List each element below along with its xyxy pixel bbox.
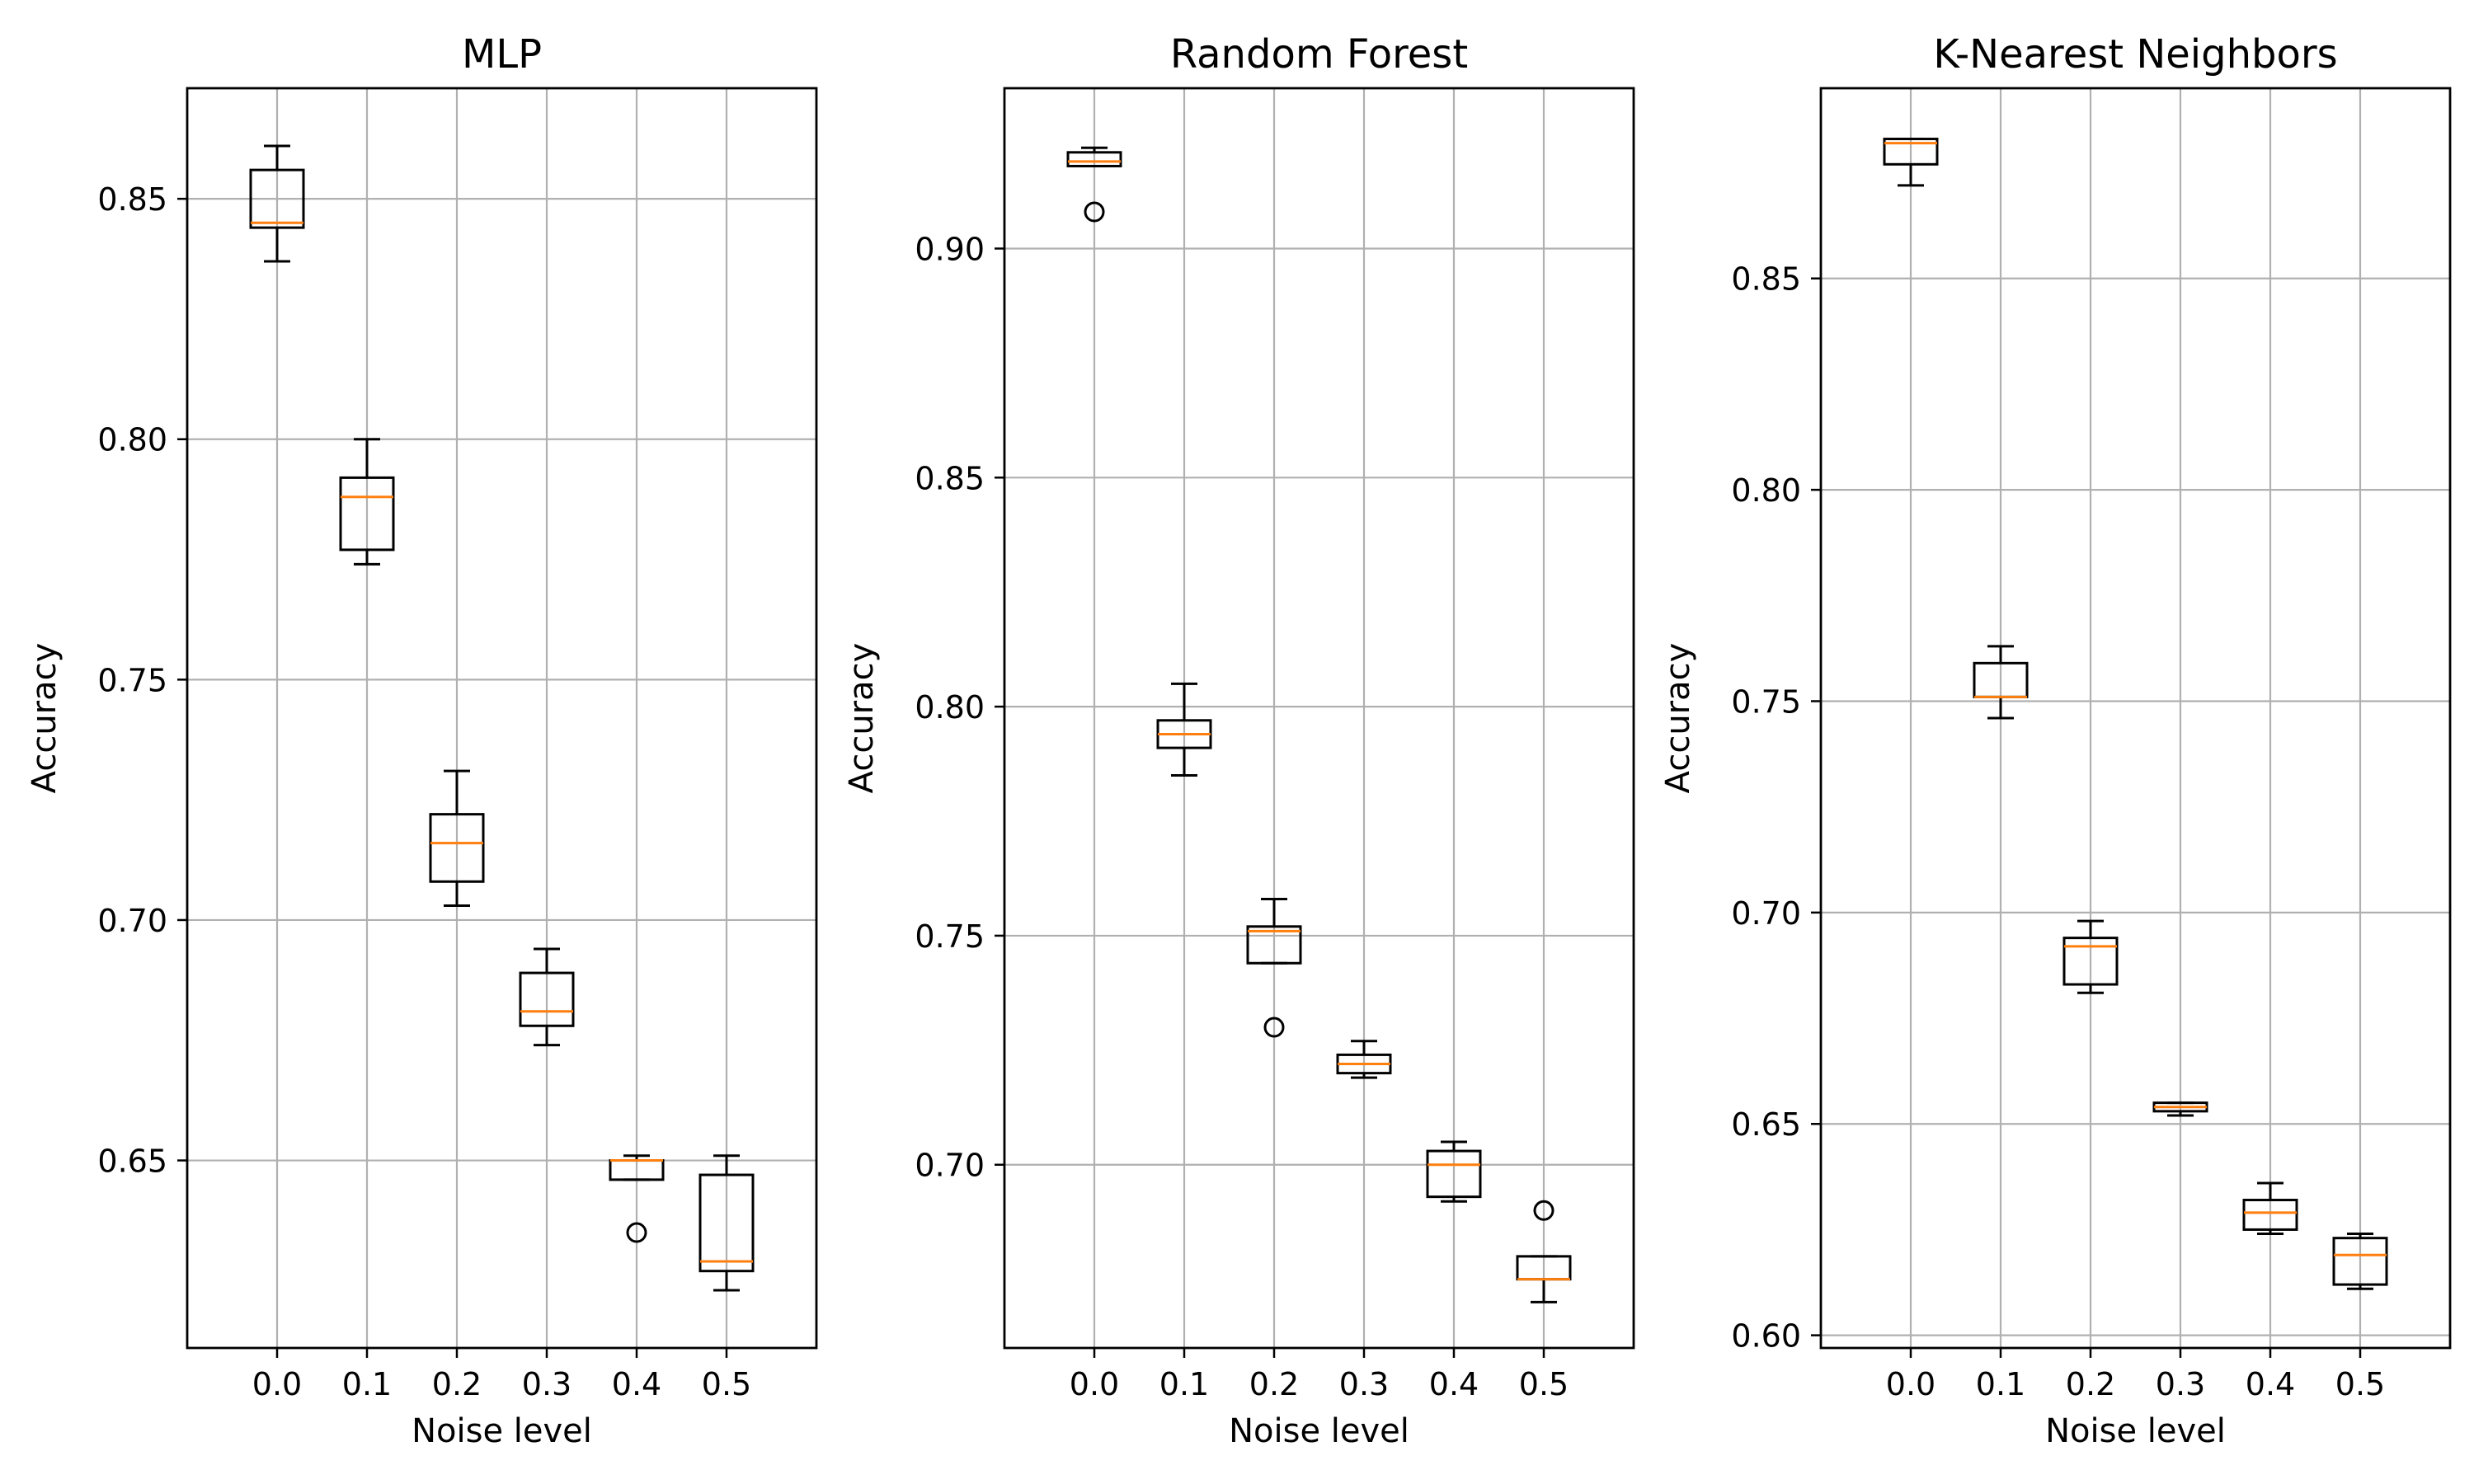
- y-axis-label: Accuracy: [843, 643, 881, 794]
- box: [698, 1173, 755, 1273]
- boxplot-0.3: [1336, 1040, 1392, 1079]
- x-tick-label: 0.0: [1070, 1366, 1119, 1402]
- boxplots: [1883, 138, 2388, 1290]
- y-tick-label: 0.65: [97, 1144, 167, 1180]
- x-tick-label: 0.2: [2066, 1366, 2115, 1402]
- boxplot-0.4: [1426, 1140, 1482, 1203]
- x-tick-label: 0.1: [1976, 1366, 2025, 1402]
- x-tick-label: 0.3: [522, 1366, 571, 1402]
- axes-frame: [186, 87, 818, 1350]
- boxplot-0.0: [1066, 146, 1122, 223]
- chart-title: MLP: [462, 31, 542, 77]
- boxplot-0.2: [429, 769, 485, 907]
- subplot-1: 0.0 0.1 0.2 0.3 0.4 0.5 Noise level 0.65 0.70 0.7…: [26, 31, 818, 1450]
- box: [1883, 138, 1939, 166]
- y-axis-label: Accuracy: [1659, 643, 1697, 794]
- boxplots: [1066, 146, 1572, 1303]
- x-tick-label: 0.0: [252, 1366, 302, 1402]
- box: [2062, 937, 2119, 986]
- chart-title: Random Forest: [1170, 31, 1468, 77]
- y-tick-label: 0.75: [97, 662, 167, 698]
- boxplot-0.1: [1973, 645, 2029, 720]
- y-tick-label: 0.75: [915, 918, 985, 955]
- x-tick-label: 0.4: [2246, 1366, 2295, 1402]
- boxplot-0.2: [1246, 897, 1302, 1038]
- boxplot-0.4: [2242, 1181, 2298, 1236]
- box: [1426, 1149, 1482, 1199]
- x-axis: 0.0 0.1 0.2 0.3 0.4 0.5 Noise level: [1886, 1348, 2385, 1450]
- outlier-point: [626, 1222, 647, 1243]
- x-tick-label: 0.0: [1886, 1366, 1935, 1402]
- box: [1246, 925, 1302, 965]
- outlier-point: [1084, 201, 1105, 223]
- boxplot-0.1: [1156, 682, 1212, 777]
- x-tick-label: 0.1: [342, 1366, 392, 1402]
- boxplots: [249, 144, 755, 1292]
- box: [249, 168, 305, 229]
- y-tick-label: 0.80: [97, 422, 167, 458]
- y-tick-label: 0.80: [1731, 472, 1801, 509]
- x-tick-label: 0.3: [2156, 1366, 2205, 1402]
- axes-frame: [1819, 87, 2452, 1350]
- subplot-3: 0.0 0.1 0.2 0.3 0.4 0.5 Noise level 0.60 0.65 0.7…: [1659, 31, 2452, 1450]
- boxplot-0.2: [2062, 919, 2119, 994]
- gridlines: [1004, 88, 1634, 1348]
- x-tick-label: 0.1: [1159, 1366, 1209, 1402]
- y-tick-label: 0.65: [1731, 1106, 1801, 1143]
- x-tick-label: 0.5: [1519, 1366, 1569, 1402]
- outlier-point: [1533, 1200, 1554, 1221]
- y-tick-label: 0.85: [915, 460, 985, 496]
- x-axis: 0.0 0.1 0.2 0.3 0.4 0.5 Noise level: [252, 1348, 751, 1450]
- x-tick-label: 0.4: [1429, 1366, 1479, 1402]
- y-axis: 0.60 0.65 0.70 0.75 0.80 0.85 Accuracy: [1659, 261, 1821, 1355]
- boxplot-0.1: [339, 438, 395, 566]
- chart-title: K-Nearest Neighbors: [1933, 31, 2337, 77]
- axes-frame: [1003, 87, 1635, 1350]
- subplot-2: 0.0 0.1 0.2 0.3 0.4 0.5 Noise level 0.70 0.75 0.8…: [843, 31, 1635, 1450]
- outlier-point: [1263, 1017, 1285, 1038]
- box: [339, 476, 395, 552]
- y-tick-label: 0.75: [1731, 683, 1801, 720]
- x-tick-label: 0.2: [1249, 1366, 1299, 1402]
- box: [2332, 1237, 2388, 1286]
- y-axis: 0.65 0.70 0.75 0.80 0.85 Accuracy: [26, 181, 187, 1180]
- x-tick-label: 0.5: [702, 1366, 751, 1402]
- box: [1066, 151, 1122, 167]
- boxplot-0.5: [2332, 1233, 2388, 1290]
- x-tick-label: 0.4: [612, 1366, 661, 1402]
- boxplot-0.3: [519, 947, 575, 1047]
- box: [429, 813, 485, 883]
- boxplot-0.0: [249, 144, 305, 263]
- x-axis-label: Noise level: [1229, 1412, 1409, 1450]
- boxplot-0.4: [609, 1154, 665, 1243]
- y-tick-label: 0.60: [1731, 1318, 1801, 1355]
- y-tick-label: 0.70: [97, 903, 167, 939]
- x-tick-label: 0.3: [1339, 1366, 1389, 1402]
- y-tick-label: 0.70: [915, 1148, 985, 1184]
- boxplot-0.5: [698, 1154, 755, 1292]
- y-tick-label: 0.80: [915, 689, 985, 726]
- y-tick-label: 0.70: [1731, 895, 1801, 932]
- x-tick-label: 0.2: [432, 1366, 482, 1402]
- boxplot-0.0: [1883, 138, 1939, 187]
- boxplot-0.5: [1516, 1200, 1572, 1303]
- gridlines: [187, 88, 816, 1348]
- x-axis: 0.0 0.1 0.2 0.3 0.4 0.5 Noise level: [1070, 1348, 1569, 1450]
- y-axis: 0.70 0.75 0.80 0.85 0.90 Accuracy: [843, 231, 1004, 1184]
- x-tick-label: 0.5: [2335, 1366, 2385, 1402]
- y-axis-label: Accuracy: [26, 643, 63, 794]
- boxplot-0.3: [2152, 1101, 2208, 1117]
- box: [2242, 1199, 2298, 1231]
- y-tick-label: 0.85: [97, 181, 167, 218]
- gridlines: [1821, 88, 2450, 1348]
- box: [519, 971, 575, 1027]
- x-axis-label: Noise level: [412, 1412, 592, 1450]
- x-axis-label: Noise level: [2045, 1412, 2226, 1450]
- y-tick-label: 0.85: [1731, 261, 1801, 298]
- y-tick-label: 0.90: [915, 231, 985, 267]
